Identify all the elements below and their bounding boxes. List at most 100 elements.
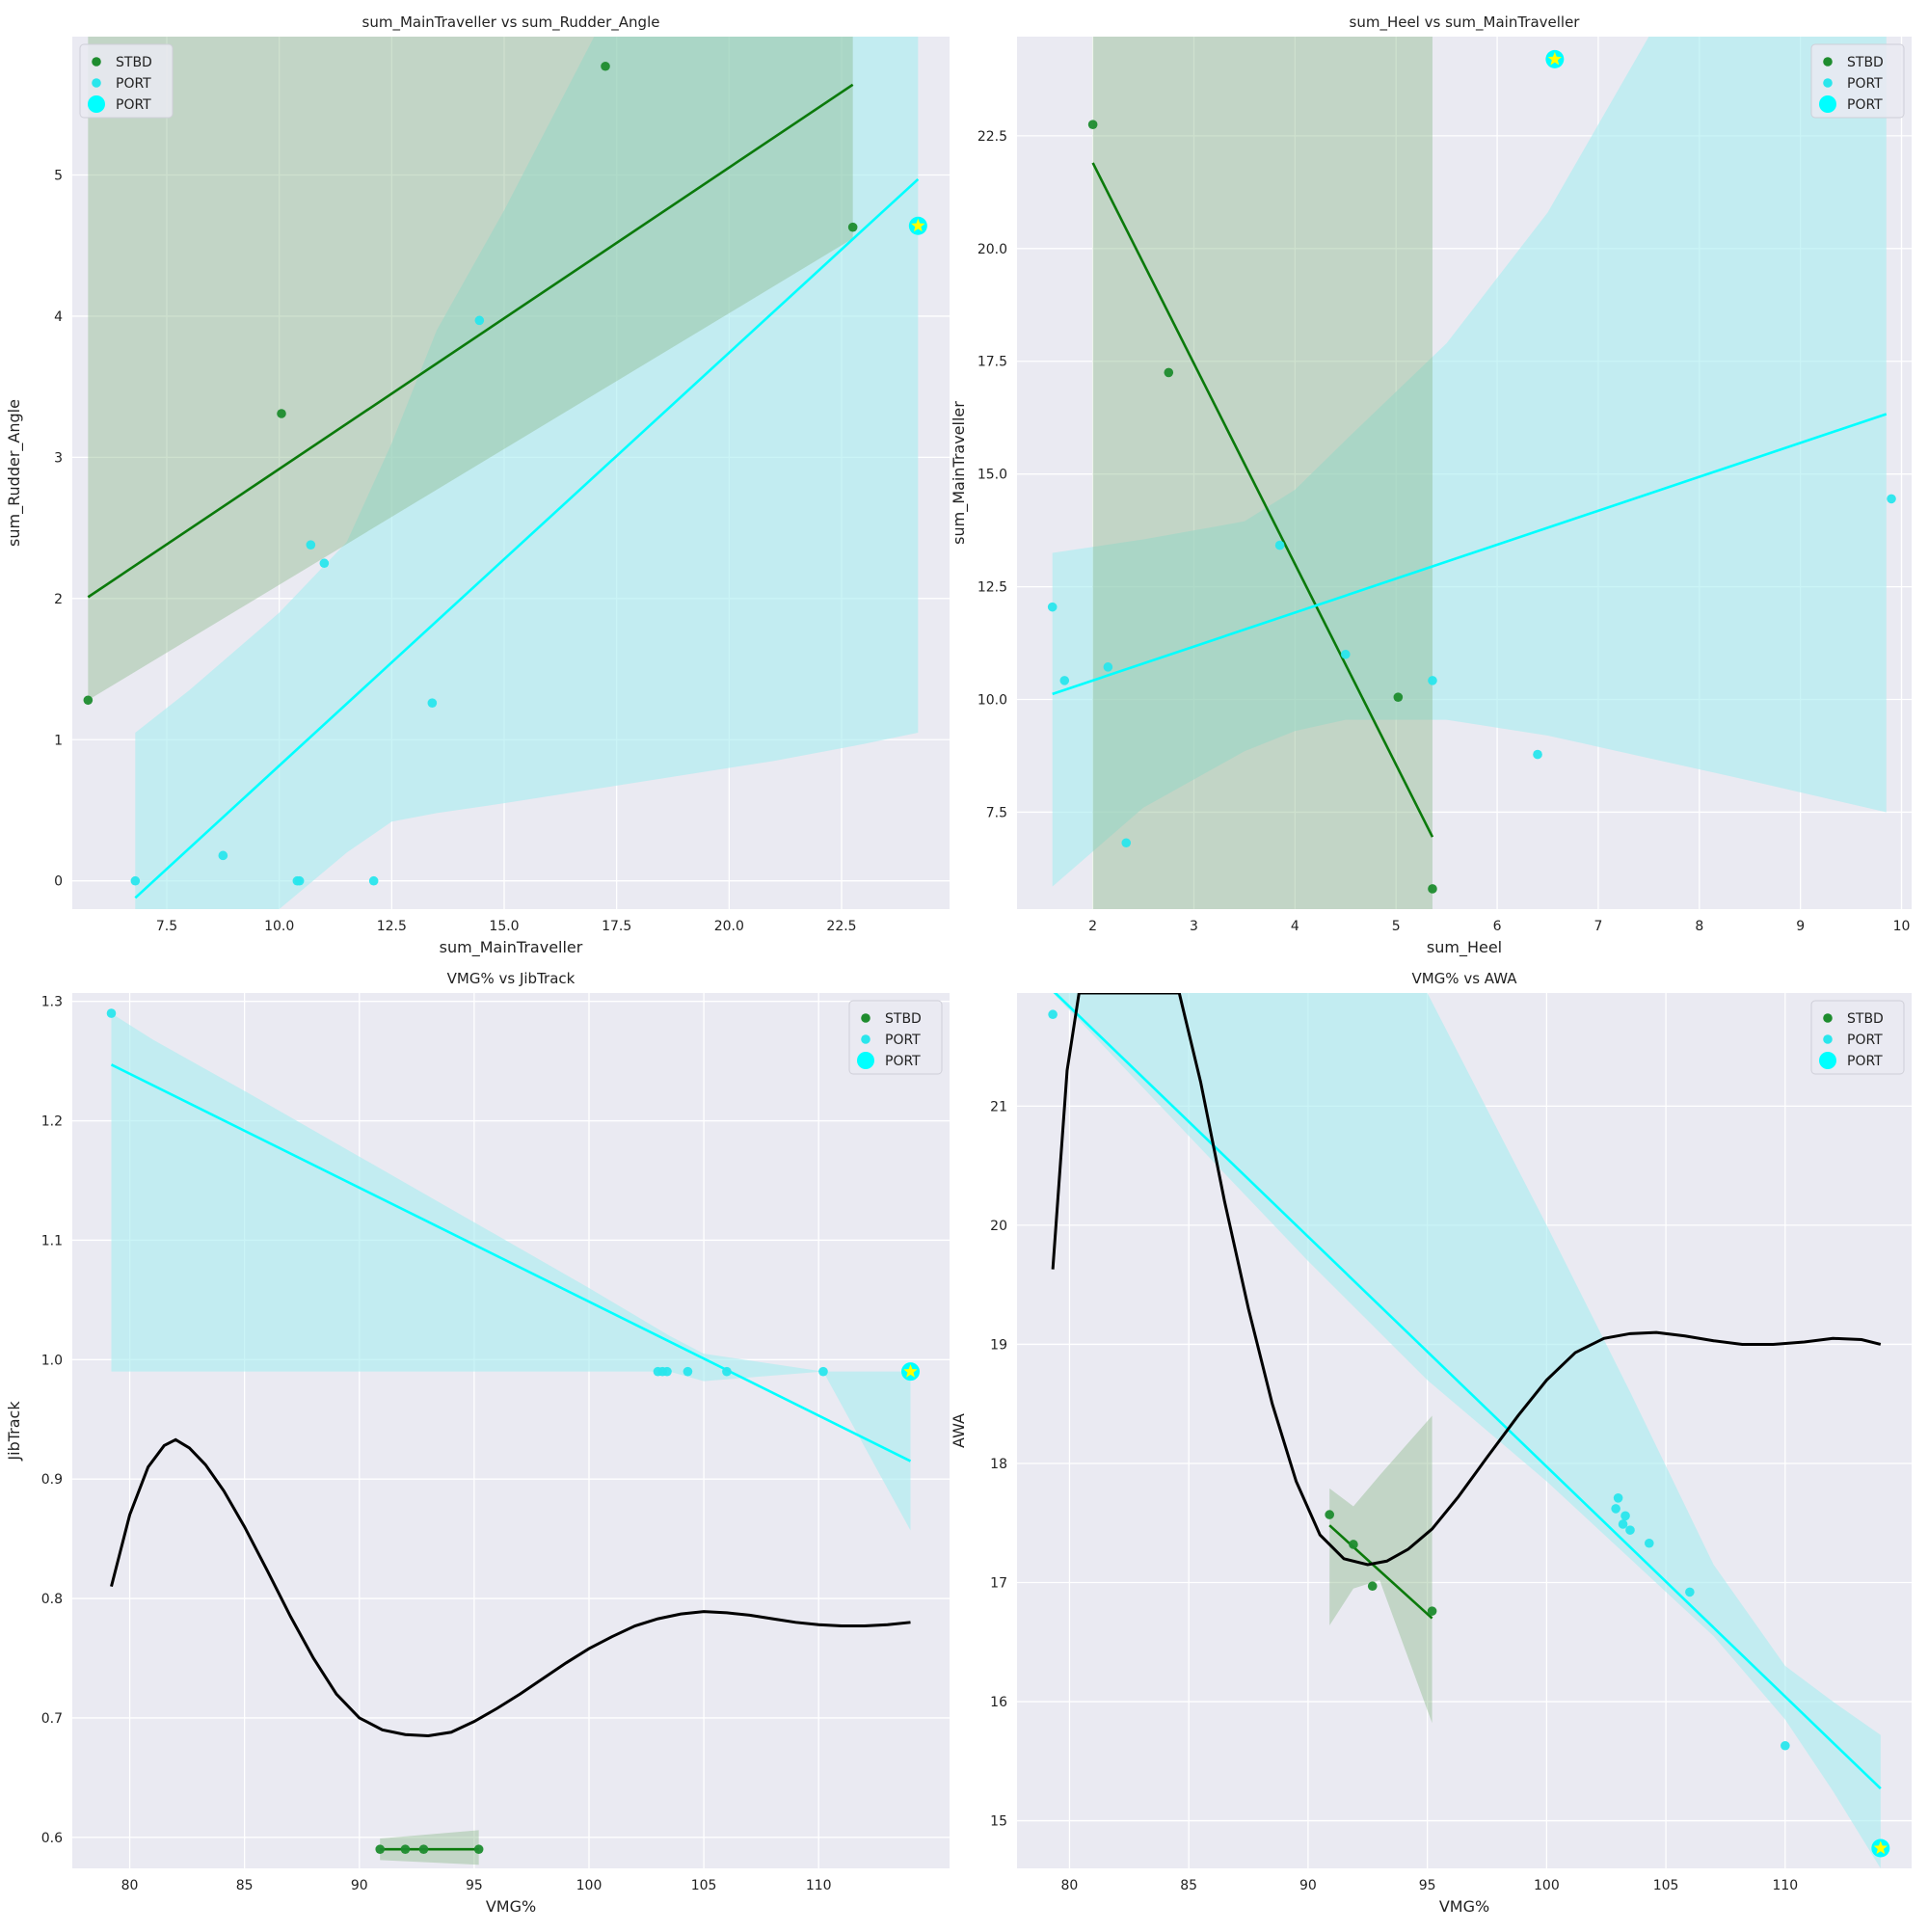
- port-data-point: [368, 875, 379, 886]
- plot-area: [1047, 37, 1896, 909]
- x-tick-label: 12.5: [377, 919, 407, 934]
- stbd-data-point: [1428, 884, 1437, 894]
- y-tick-label: 0.8: [41, 1592, 63, 1607]
- y-tick-label: 15.0: [977, 468, 1007, 483]
- x-tick-label: 17.5: [602, 919, 631, 934]
- y-tick-label: 19: [990, 1337, 1007, 1353]
- stbd-confidence-band: [1092, 37, 1433, 909]
- port-regression-line: [1052, 413, 1888, 696]
- y-axis-label: JibTrack: [5, 1401, 23, 1462]
- x-tick-label: 80: [1061, 1878, 1079, 1893]
- port-data-point: [1121, 838, 1132, 848]
- stbd-data-point: [1393, 692, 1404, 702]
- port-data-point: [1781, 1740, 1790, 1751]
- chart-title: sum_MainTraveller vs sum_Rudder_Angle: [362, 13, 660, 32]
- port-data-point: [1611, 1504, 1620, 1514]
- stbd-regression-line: [1091, 162, 1434, 838]
- stbd-data-point: [1087, 120, 1098, 130]
- port-data-point: [1428, 676, 1437, 685]
- chart-panel-1: 7.5 10.0 12.5 15.0 17.5 20.0 22.5 0 1 2 3 4 5 sum_Mai…: [5, 13, 950, 957]
- port-data-point: [1685, 1587, 1695, 1597]
- y-tick-label: 20: [990, 1219, 1007, 1234]
- legend-stbd-marker: [1823, 57, 1833, 67]
- port-data-point: [1059, 676, 1070, 685]
- plot-area: [1048, 993, 1886, 1868]
- port-data-point: [1048, 1009, 1058, 1020]
- legend: STBD PORT PORT: [1810, 1000, 1905, 1075]
- stbd-data-point: [601, 61, 610, 71]
- port-data-point: [683, 1366, 693, 1377]
- legend-label: PORT: [1847, 1054, 1883, 1069]
- x-tick-label: 105: [1653, 1878, 1679, 1893]
- y-tick-label: 1.1: [41, 1233, 63, 1248]
- port-data-point: [1103, 662, 1113, 672]
- x-tick-label: 110: [806, 1878, 832, 1893]
- legend-port-marker: [861, 1034, 870, 1044]
- stbd-confidence-band: [380, 1830, 479, 1865]
- highlight-star: [911, 218, 925, 232]
- y-tick-label: 15: [990, 1814, 1007, 1830]
- y-tick-label: 22.5: [977, 129, 1007, 145]
- legend-port-marker: [1823, 78, 1833, 88]
- y-tick-label: 1.0: [41, 1353, 63, 1368]
- x-tick-label: 9: [1796, 919, 1805, 934]
- x-tick-label: 85: [1180, 1878, 1197, 1893]
- x-axis-label: sum_Heel: [1427, 938, 1502, 957]
- x-tick-label: 10.0: [264, 919, 294, 934]
- x-tick-label: 15.0: [489, 919, 519, 934]
- x-tick-label: 22.5: [826, 919, 856, 934]
- port-data-point: [294, 875, 305, 886]
- x-tick-label: 4: [1291, 919, 1299, 934]
- legend-label: STBD: [885, 1011, 922, 1027]
- y-tick-label: 16: [990, 1695, 1007, 1710]
- port-data-point: [319, 558, 330, 569]
- y-tick-label: 3: [54, 450, 63, 466]
- stbd-data-point: [400, 1844, 411, 1854]
- legend-label: STBD: [116, 55, 152, 70]
- trend-curve: [1051, 993, 1882, 1567]
- x-tick-label: 95: [1419, 1878, 1436, 1893]
- y-tick-label: 20.0: [977, 242, 1007, 257]
- x-tick-label: 110: [1772, 1878, 1798, 1893]
- y-tick-label: 4: [54, 309, 63, 325]
- chart-title: VMG% vs AWA: [1411, 970, 1517, 987]
- y-tick-label: 0: [54, 874, 63, 890]
- y-tick-label: 7.5: [986, 805, 1007, 820]
- port-data-point: [306, 540, 316, 550]
- stbd-data-point: [1325, 1510, 1334, 1519]
- x-tick-label: 10: [1893, 919, 1911, 934]
- x-tick-label: 3: [1190, 919, 1198, 934]
- port-data-point: [218, 850, 228, 861]
- legend-port-highlight-marker: [1819, 95, 1836, 113]
- y-tick-label: 1.2: [41, 1114, 63, 1130]
- highlight-star: [1547, 51, 1562, 66]
- x-axis-label: VMG%: [1439, 1897, 1489, 1916]
- y-tick-label: 2: [54, 592, 63, 607]
- y-tick-label: 12.5: [977, 580, 1007, 596]
- legend-port-highlight-marker: [88, 95, 105, 113]
- legend-stbd-marker: [92, 57, 101, 67]
- x-axis-label: VMG%: [486, 1897, 536, 1916]
- y-tick-label: 5: [54, 169, 63, 184]
- chart-panel-3: 80 85 90 95 100 105 110 0.6 0.7 0.8 0.9 1.0 1.1 1.2 1.…: [5, 970, 950, 1916]
- highlight-star: [903, 1364, 918, 1378]
- y-tick-label: 0.6: [41, 1831, 63, 1846]
- stbd-data-point: [1349, 1540, 1358, 1549]
- legend-stbd-marker: [861, 1013, 870, 1023]
- x-tick-label: 8: [1695, 919, 1703, 934]
- legend-label: PORT: [885, 1054, 921, 1069]
- y-axis-label: AWA: [950, 1413, 968, 1448]
- legend-port-highlight-marker: [1819, 1052, 1836, 1069]
- legend-label: PORT: [116, 97, 151, 113]
- stbd-confidence-band: [88, 37, 853, 701]
- port-data-point: [427, 698, 438, 708]
- port-confidence-band: [1052, 37, 1887, 887]
- port-data-point: [1047, 602, 1058, 612]
- highlight-star: [1873, 1840, 1888, 1855]
- port-confidence-band: [1053, 993, 1881, 1868]
- stbd-data-point: [83, 695, 94, 706]
- port-data-point: [106, 1008, 117, 1018]
- port-data-point: [1613, 1492, 1623, 1503]
